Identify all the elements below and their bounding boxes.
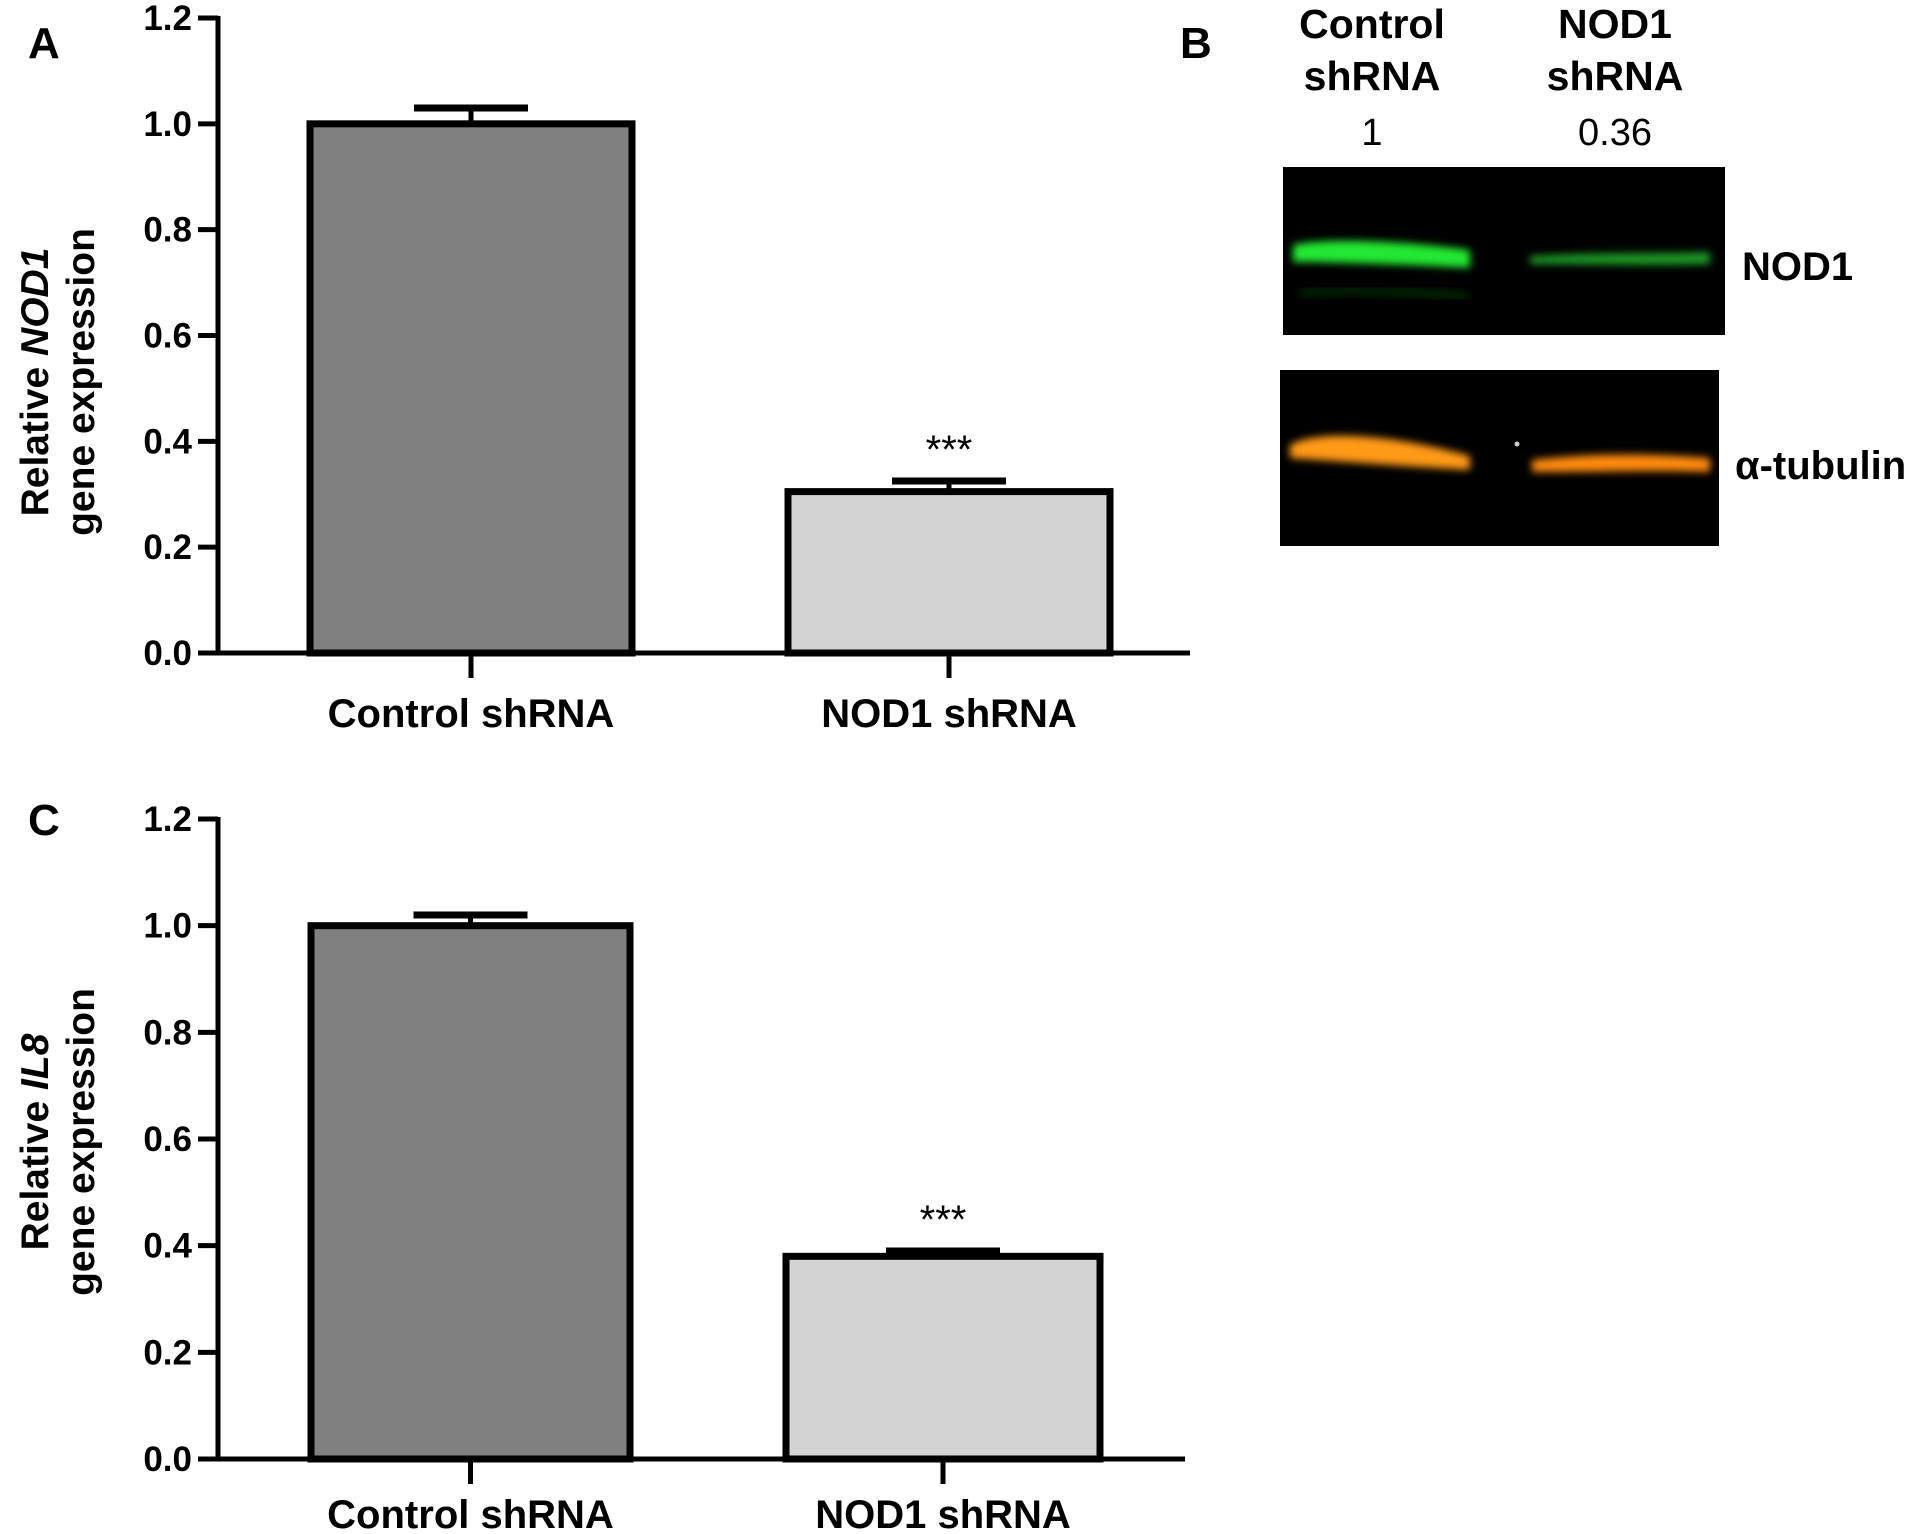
chart-a-ylabel-line1: Relative NOD1 bbox=[14, 248, 57, 517]
chart-c-significance: *** bbox=[920, 1198, 967, 1242]
chart-c-ytick-label: 0.6 bbox=[143, 1120, 192, 1159]
blot-lane2-label-line1: NOD1 bbox=[1558, 1, 1672, 47]
chart-c-bar bbox=[782, 1252, 1104, 1463]
chart-a-ytick-label: 0.4 bbox=[143, 422, 192, 461]
chart-a-ytick-label: 1.0 bbox=[143, 105, 192, 144]
chart-c-ylabel-line1: Relative IL8 bbox=[14, 1033, 57, 1250]
chart-c-category-label: Control shRNA bbox=[327, 1493, 614, 1529]
panel-letter-a: A bbox=[28, 19, 60, 68]
blot-band-nod1-knockdown bbox=[1530, 252, 1710, 265]
chart-c-ytick-label: 1.0 bbox=[143, 907, 192, 946]
blot-lane1-label-line1: Control bbox=[1299, 1, 1445, 47]
western-blot: Control shRNA 1 NOD1 shRNA 0.36 NOD1 α-t… bbox=[1280, 1, 1906, 546]
chart-a-ytick-label: 0.8 bbox=[143, 211, 192, 250]
blot-lane2-label-line2: shRNA bbox=[1547, 53, 1684, 99]
chart-c-ytick-label: 0.4 bbox=[143, 1227, 192, 1266]
blot-protein-label-tubulin: α-tubulin bbox=[1735, 444, 1906, 488]
blot-lane1-label-line2: shRNA bbox=[1304, 53, 1441, 99]
chart-a-ytick-label: 0.6 bbox=[143, 317, 192, 356]
chart-c-ylabel-line2: gene expression bbox=[60, 988, 103, 1296]
blot-band-nod1-faint-control bbox=[1299, 287, 1469, 299]
panel-letter-c: C bbox=[28, 796, 60, 845]
chart-c-ytick-label: 0.8 bbox=[143, 1013, 192, 1052]
blot-band-tubulin-knockdown bbox=[1532, 454, 1710, 472]
chart-c-ytick-label: 1.2 bbox=[143, 800, 192, 839]
blot-lane1-ratio: 1 bbox=[1361, 112, 1382, 154]
panel-letter-b: B bbox=[1180, 19, 1212, 68]
chart-c-ytick-label: 0.2 bbox=[143, 1333, 192, 1372]
chart-a-category-label: Control shRNA bbox=[328, 692, 615, 736]
blot-band-nod1-control bbox=[1293, 240, 1470, 268]
chart-a-ytick-label: 0.0 bbox=[143, 634, 192, 673]
chart-a-ytick-label: 1.2 bbox=[143, 0, 192, 38]
blot-speck bbox=[1514, 441, 1520, 447]
blot-protein-label-nod1: NOD1 bbox=[1742, 245, 1853, 289]
chart-c: Relative IL8 gene expression Control shR… bbox=[14, 800, 1185, 1534]
chart-a-ylabel-line2: gene expression bbox=[60, 228, 103, 536]
chart-c-bar bbox=[307, 922, 634, 1463]
blot-lane2-ratio: 0.36 bbox=[1578, 112, 1652, 154]
chart-a-ytick-label: 0.2 bbox=[143, 528, 192, 567]
chart-a-bar bbox=[306, 120, 636, 657]
chart-c-ytick-label: 0.0 bbox=[143, 1440, 192, 1479]
chart-a: Relative NOD1 gene expression Control sh… bbox=[14, 0, 1190, 736]
chart-a-category-label: NOD1 shRNA bbox=[821, 692, 1077, 736]
blot-band-tubulin-control bbox=[1290, 435, 1470, 470]
chart-a-significance: *** bbox=[926, 428, 973, 472]
chart-a-bar bbox=[784, 488, 1114, 657]
chart-c-category-label: NOD1 shRNA bbox=[815, 1493, 1071, 1529]
